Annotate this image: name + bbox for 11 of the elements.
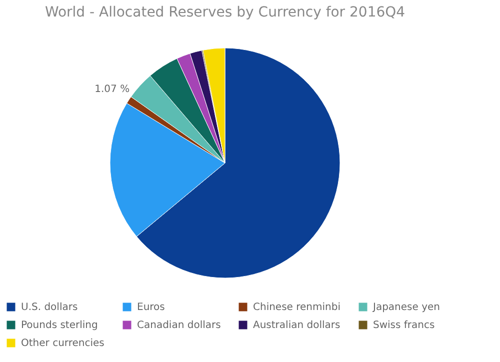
legend-label: Japanese yen [372,302,440,313]
legend-label: U.S. dollars [21,302,78,313]
chart-title: World - Allocated Reserves by Currency for 2016Q4 [44,4,406,21]
data-label: 1.07 % [94,84,130,95]
legend-label: Pounds sterling [21,320,98,331]
legend-label: Canadian dollars [137,320,221,331]
legend-label: Euros [137,302,165,313]
legend-label: Chinese renminbi [253,302,340,313]
legend-label: Other currencies [21,338,104,349]
legend-label: Australian dollars [253,320,340,331]
legend-label: Swiss francs [373,320,435,331]
